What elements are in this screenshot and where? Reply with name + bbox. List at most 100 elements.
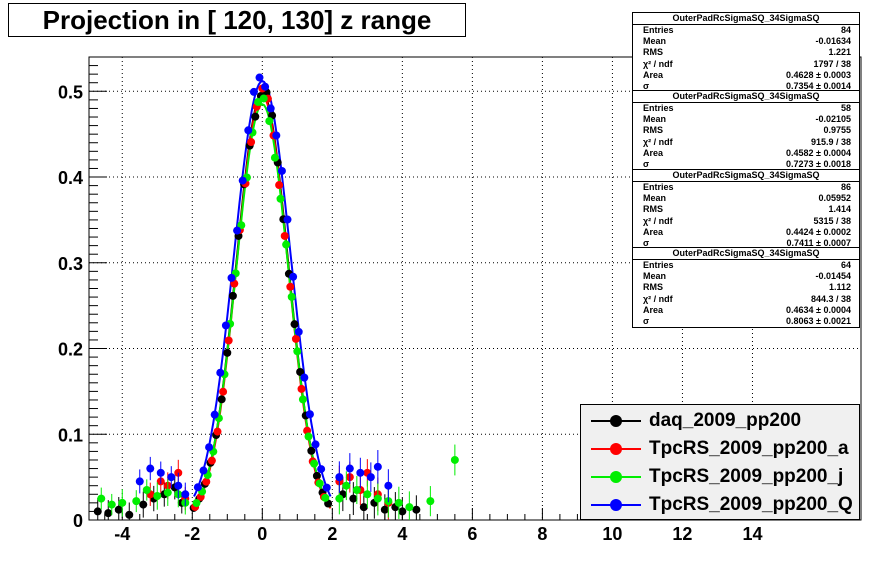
data-point	[216, 368, 225, 377]
data-point	[312, 471, 321, 480]
stats-row: RMS 1.414	[643, 204, 851, 215]
data-point	[251, 112, 260, 121]
legend-item-a: TpcRS_2009_pp200_a	[581, 435, 859, 463]
legend: daq_2009_pp200 TpcRS_2009_pp200_a TpcRS_…	[580, 404, 860, 520]
data-point	[104, 509, 113, 518]
data-point	[217, 395, 226, 404]
data-points	[93, 73, 459, 520]
data-point	[97, 494, 106, 503]
data-point	[224, 336, 233, 345]
x-tick-label: 2	[327, 524, 337, 544]
x-tick-label: 10	[602, 524, 622, 544]
data-point	[205, 443, 214, 452]
data-point	[398, 507, 407, 516]
data-point	[270, 153, 279, 162]
stats-row: RMS 1.112	[643, 282, 851, 293]
legend-label: TpcRS_2009_pp200_Q	[649, 494, 853, 515]
data-point	[192, 499, 201, 508]
data-point	[259, 94, 268, 103]
stats-box: OuterPadRcSigmaSQ_34SigmaSQ Entries 64 Me…	[632, 247, 860, 329]
x-tick-label: 8	[537, 524, 547, 544]
data-point	[282, 240, 291, 249]
x-tick-label: 0	[257, 524, 267, 544]
x-tick-label: -4	[114, 524, 130, 544]
data-point	[293, 347, 302, 356]
stats-row: RMS 0.9755	[643, 125, 851, 136]
stats-row: Area 0.4582 ± 0.0004	[643, 147, 851, 158]
stats-row: Area 0.4424 ± 0.0002	[643, 226, 851, 237]
data-point	[298, 395, 307, 404]
stats-row: χ² / ndf 915.9 / 38	[643, 136, 851, 147]
chart-title: Projection in [ 120, 130] z range	[8, 3, 466, 37]
stats-row: Entries 86	[643, 182, 851, 192]
data-point	[244, 126, 253, 135]
data-point	[227, 273, 236, 282]
data-point	[373, 494, 382, 503]
stats-row: Mean -0.01634	[643, 36, 851, 47]
data-point	[142, 485, 151, 494]
data-point	[139, 500, 148, 509]
data-point	[373, 462, 382, 471]
data-point	[181, 490, 190, 499]
data-point	[265, 117, 274, 126]
y-tick-label: 0.2	[58, 340, 83, 360]
data-point	[207, 456, 216, 465]
data-point	[363, 490, 372, 499]
data-point	[167, 473, 176, 482]
y-tick-label: 0	[73, 511, 83, 531]
data-point	[255, 73, 264, 82]
stats-row: χ² / ndf 5315 / 38	[643, 215, 851, 226]
data-point	[213, 427, 222, 436]
legend-item-daq: daq_2009_pp200	[581, 407, 859, 435]
data-point	[384, 481, 393, 490]
data-point	[352, 485, 361, 494]
stats-row: σ 0.8063 ± 0.0021	[643, 316, 851, 327]
data-point	[163, 488, 172, 497]
data-point	[356, 468, 365, 477]
stats-row: Mean -0.01454	[643, 271, 851, 282]
stats-row: Area 0.4628 ± 0.0003	[643, 69, 851, 80]
stats-row: χ² / ndf 1797 / 38	[643, 58, 851, 69]
data-point	[291, 334, 300, 343]
data-point	[238, 176, 247, 185]
data-point	[221, 321, 230, 330]
data-point	[199, 466, 208, 475]
stats-row: RMS 1.221	[643, 47, 851, 58]
data-point	[237, 221, 246, 230]
data-point	[450, 455, 459, 464]
data-point	[317, 465, 326, 474]
data-point	[118, 498, 127, 507]
legend-label: TpcRS_2009_pp200_j	[649, 466, 844, 487]
x-tick-label: 6	[467, 524, 477, 544]
data-point	[287, 292, 296, 301]
data-point	[290, 320, 299, 329]
stats-box: OuterPadRcSigmaSQ_34SigmaSQ Entries 84 Me…	[632, 12, 860, 94]
data-point	[247, 138, 256, 147]
stats-row: Mean -0.02105	[643, 114, 851, 125]
legend-item-q: TpcRS_2009_pp200_Q	[581, 491, 859, 519]
stats-row: σ 0.7411 ± 0.0007	[643, 238, 851, 249]
data-point	[114, 505, 123, 514]
legend-item-j: TpcRS_2009_pp200_j	[581, 463, 859, 491]
data-point	[272, 131, 281, 140]
data-point	[93, 507, 102, 516]
stats-box: OuterPadRcSigmaSQ_34SigmaSQ Entries 58 Me…	[632, 90, 860, 172]
stats-row: Entries 58	[643, 103, 851, 113]
data-point	[305, 410, 314, 419]
data-point	[297, 384, 306, 393]
data-point	[394, 498, 403, 507]
y-tick-label: 0.1	[58, 425, 83, 445]
data-point	[335, 494, 344, 503]
data-point	[286, 282, 295, 291]
data-point	[280, 231, 289, 240]
data-point	[249, 87, 258, 96]
stats-row: σ 0.7354 ± 0.0014	[643, 81, 851, 92]
y-tick-label: 0.3	[58, 254, 83, 274]
data-point	[366, 473, 375, 482]
legend-marker	[610, 471, 622, 483]
data-point	[153, 491, 162, 500]
x-tick-label: 4	[397, 524, 407, 544]
stats-name: OuterPadRcSigmaSQ_34SigmaSQ	[633, 13, 859, 25]
stats-row: χ² / ndf 844.3 / 38	[643, 293, 851, 304]
data-point	[412, 505, 421, 514]
